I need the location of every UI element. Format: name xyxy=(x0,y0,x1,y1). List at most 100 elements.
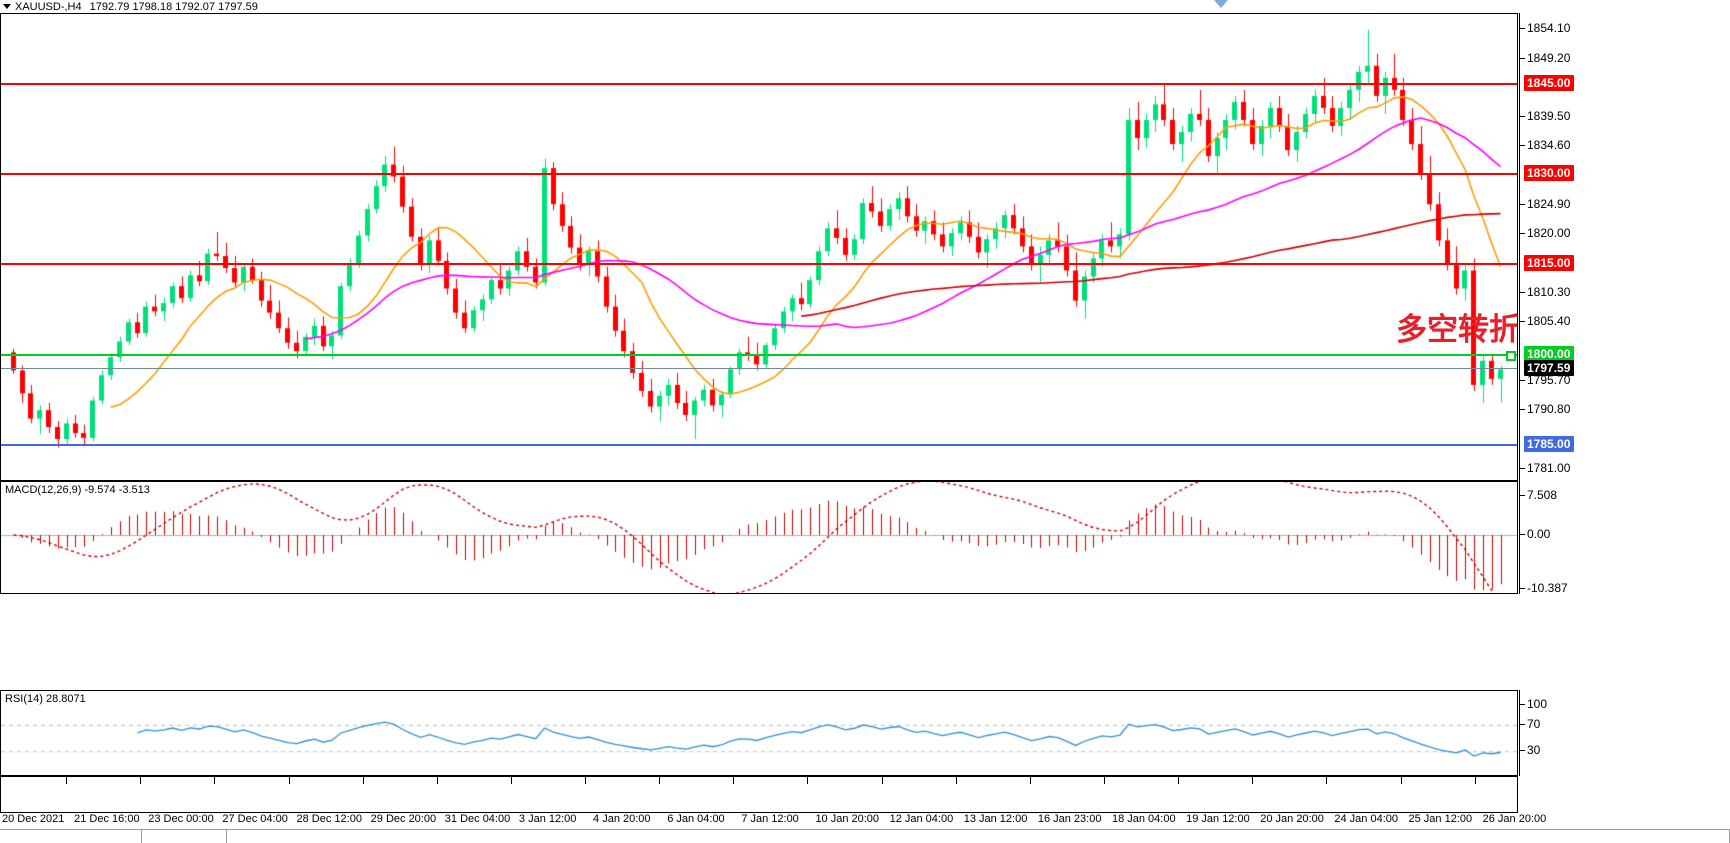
rsi-axis-label: 30 xyxy=(1527,743,1541,758)
time-axis-tick xyxy=(214,776,216,784)
level-line[interactable] xyxy=(1,444,1517,447)
time-axis-label: 25 Jan 12:00 xyxy=(1408,813,1473,825)
price-axis-label: 1824.90 xyxy=(1527,196,1571,211)
macd-axis-label: 7.508 xyxy=(1527,488,1558,502)
axis-tick xyxy=(1519,203,1525,205)
price-axis[interactable]: 1854.10 1849.20 1845.00 1839.50 1834.60 1830.… xyxy=(1519,13,1730,481)
macd-axis-label: -10.387 xyxy=(1527,581,1568,595)
price-chart-pane[interactable]: 多空转折点1800 xyxy=(0,13,1518,481)
time-axis-label: 18 Jan 04:00 xyxy=(1111,813,1176,825)
time-axis-label: 21 Dec 16:00 xyxy=(74,813,140,825)
time-axis-tick xyxy=(362,776,364,784)
axis-tick xyxy=(1519,145,1525,147)
axis-tick xyxy=(1519,57,1525,59)
axis-tick xyxy=(1519,233,1525,235)
rsi-axis[interactable]: 100 70 30 xyxy=(1519,690,1730,776)
time-axis[interactable] xyxy=(0,776,1518,813)
axis-line xyxy=(1519,13,1520,481)
axis-tick xyxy=(1519,321,1525,323)
axis-tick xyxy=(1519,723,1525,725)
price-axis-label: 1820.00 xyxy=(1527,226,1571,241)
chart-titlebar: XAUUSD-,H4 1792.79 1798.18 1792.07 1797.… xyxy=(0,0,1730,13)
macd-label: MACD(12,26,9) -9.574 -3.513 xyxy=(5,484,150,496)
time-axis-tick xyxy=(955,776,957,784)
price-axis-label: 1839.50 xyxy=(1527,108,1571,123)
axis-line xyxy=(1519,481,1520,594)
time-axis-label: 28 Dec 12:00 xyxy=(296,813,362,825)
price-axis-label: 1834.60 xyxy=(1527,138,1571,153)
time-axis-tick xyxy=(1326,776,1328,784)
price-level-label[interactable]: 1815.00 xyxy=(1524,255,1575,272)
time-axis-tick xyxy=(288,776,290,784)
level-line[interactable] xyxy=(1,368,1517,370)
time-axis-label: 19 Jan 12:00 xyxy=(1186,813,1250,825)
price-axis-label: 1795.70 xyxy=(1527,372,1571,387)
axis-tick xyxy=(1519,409,1525,411)
ohlc-values: 1792.79 1798.18 1792.07 1797.59 xyxy=(89,0,258,13)
level-line[interactable] xyxy=(1,82,1517,85)
axis-tick xyxy=(1519,379,1525,381)
macd-canvas xyxy=(1,482,1517,593)
time-axis-tick xyxy=(436,776,438,784)
symbol-label: XAUUSD-,H4 xyxy=(15,0,82,13)
time-axis-label: 29 Dec 20:00 xyxy=(370,813,437,825)
chevron-down-icon[interactable] xyxy=(3,4,11,9)
status-cell-2 xyxy=(142,830,227,843)
price-level-label[interactable]: 1845.00 xyxy=(1524,74,1575,91)
time-axis-tick xyxy=(66,776,68,784)
time-axis-label: 23 Dec 00:00 xyxy=(148,813,214,825)
axis-tick xyxy=(1519,115,1525,117)
time-axis-tick xyxy=(1400,776,1402,784)
level-drag-handle[interactable] xyxy=(1506,350,1516,361)
time-axis-label: 3 Jan 12:00 xyxy=(518,813,577,825)
rsi-axis-label: 100 xyxy=(1527,697,1548,711)
time-axis-label: 10 Jan 20:00 xyxy=(815,813,880,825)
rsi-pane[interactable]: RSI(14) 28.8071 xyxy=(0,690,1518,776)
time-axis-label: 31 Dec 04:00 xyxy=(444,813,511,825)
time-axis-tick xyxy=(1178,776,1180,784)
time-axis-label: 27 Dec 04:00 xyxy=(222,813,288,825)
price-level-label[interactable]: 1797.59 xyxy=(1524,360,1575,377)
price-level-label[interactable]: 1800.00 xyxy=(1524,345,1575,362)
time-axis-label: 13 Jan 12:00 xyxy=(963,813,1028,825)
axis-tick xyxy=(1519,588,1525,589)
axis-tick xyxy=(1519,704,1525,705)
time-axis-label: 6 Jan 04:00 xyxy=(667,813,725,825)
rsi-label: RSI(14) 28.8071 xyxy=(5,693,86,705)
rsi-canvas xyxy=(1,691,1517,775)
price-level-label[interactable]: 1785.00 xyxy=(1524,436,1575,453)
time-axis-tick xyxy=(140,776,142,784)
level-line[interactable] xyxy=(1,173,1517,176)
status-cell-3 xyxy=(227,830,1730,843)
time-axis-tick xyxy=(510,776,512,784)
axis-tick xyxy=(1519,750,1525,752)
time-axis-label: 16 Jan 23:00 xyxy=(1037,813,1102,825)
rsi-axis-label: 70 xyxy=(1527,716,1541,731)
time-axis-label: 26 Jan 20:00 xyxy=(1482,813,1547,825)
time-axis-label: 20 Dec 2021 xyxy=(2,813,65,825)
axis-tick xyxy=(1519,291,1525,293)
price-axis-label: 1781.00 xyxy=(1527,461,1571,476)
price-axis-label: 1805.40 xyxy=(1527,314,1571,329)
time-axis-tick xyxy=(807,776,809,784)
triangle-marker-icon xyxy=(1214,0,1228,8)
level-line[interactable] xyxy=(1,263,1517,266)
time-axis-tick xyxy=(1474,776,1476,784)
candlestick-canvas xyxy=(1,14,1517,480)
chart-annotation: 多空转折点1800 xyxy=(1396,311,1518,348)
time-axis-tick xyxy=(1029,776,1031,784)
time-axis-tick xyxy=(1252,776,1254,784)
time-axis-label: 24 Jan 04:00 xyxy=(1334,813,1398,825)
status-cell-1 xyxy=(0,830,142,843)
time-axis-label: 7 Jan 12:00 xyxy=(741,813,799,825)
macd-axis[interactable]: 7.508 0.00 -10.387 xyxy=(1519,481,1730,595)
time-axis-tick xyxy=(733,776,735,784)
macd-pane[interactable]: MACD(12,26,9) -9.574 -3.513 xyxy=(0,481,1518,594)
price-axis-label: 1854.10 xyxy=(1527,21,1571,36)
price-axis-label: 1849.20 xyxy=(1527,50,1571,65)
time-axis-tick xyxy=(881,776,883,784)
level-line[interactable] xyxy=(1,353,1517,356)
axis-tick xyxy=(1519,495,1525,496)
price-level-label[interactable]: 1830.00 xyxy=(1524,165,1575,182)
price-axis-label: 1790.80 xyxy=(1527,402,1571,417)
